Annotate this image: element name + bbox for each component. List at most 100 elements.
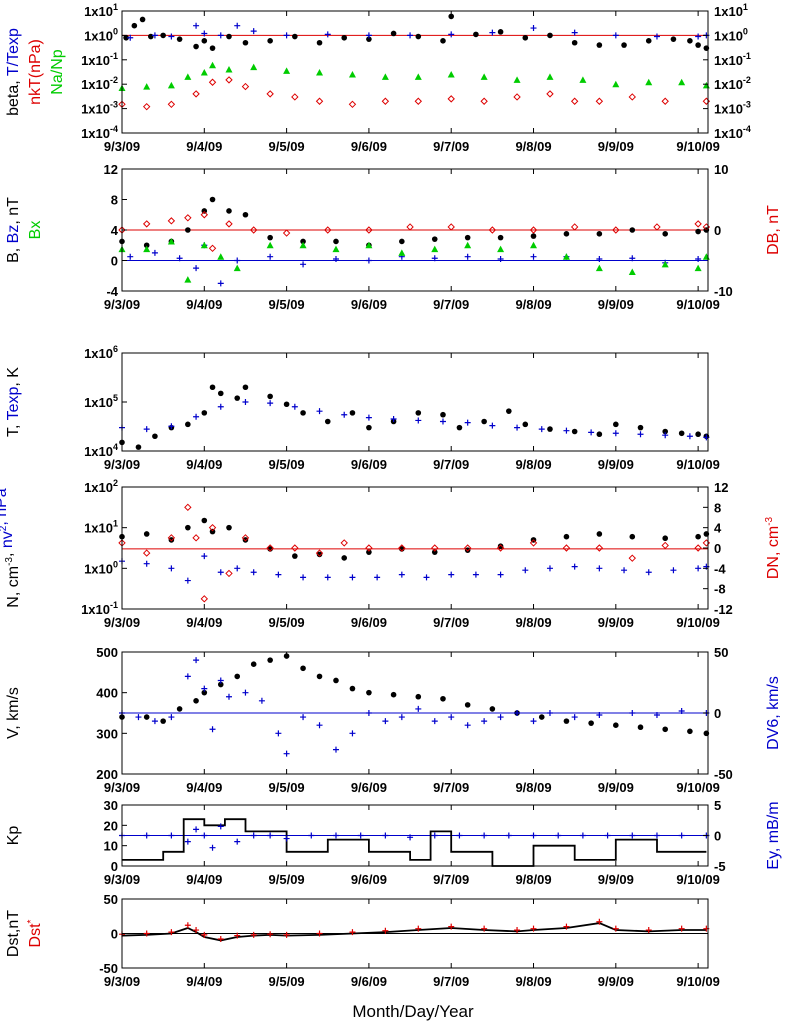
point-b-0-12 bbox=[399, 238, 405, 245]
point-kp-1-10 bbox=[267, 832, 274, 839]
point-dst-1-19 bbox=[563, 923, 570, 930]
point-t-1-22 bbox=[662, 432, 669, 439]
point-b-3-6 bbox=[225, 220, 233, 228]
point-kp-1-26 bbox=[653, 832, 660, 839]
y-tick-right-label-beta-1: 1x100 bbox=[714, 26, 748, 43]
y-tick-label-v-2: 300 bbox=[96, 726, 118, 741]
point-b-2-13 bbox=[464, 241, 472, 249]
point-kp-1-4 bbox=[193, 826, 200, 833]
point-beta-0-14 bbox=[341, 34, 348, 41]
x-tick-label-n-7: 9/10/09 bbox=[676, 615, 719, 630]
point-n-2-18 bbox=[529, 539, 538, 547]
point-t-1-16 bbox=[514, 424, 521, 431]
point-n-0-3 bbox=[185, 524, 191, 531]
point-b-3-10 bbox=[365, 226, 373, 234]
x-tick-label-dst-5: 9/8/09 bbox=[515, 974, 551, 989]
series-beta-3 bbox=[118, 76, 711, 111]
point-t-0-9 bbox=[242, 384, 249, 391]
point-v-1-34 bbox=[678, 707, 685, 714]
point-b-0-9 bbox=[300, 238, 306, 245]
point-n-0-21 bbox=[662, 535, 669, 542]
point-beta-3-13 bbox=[447, 95, 455, 103]
point-beta-2-1 bbox=[143, 83, 151, 90]
point-n-0-15 bbox=[464, 547, 471, 553]
point-beta-1-5 bbox=[217, 32, 224, 39]
point-t-1-20 bbox=[612, 430, 619, 437]
point-t-1-18 bbox=[563, 427, 570, 434]
point-v-1-6 bbox=[201, 685, 208, 692]
point-kp-1-19 bbox=[481, 832, 488, 839]
y-tick-right-label-beta-5: 1x10-4 bbox=[714, 124, 751, 141]
point-beta-0-5 bbox=[176, 36, 183, 42]
point-n-0-13 bbox=[399, 546, 405, 552]
y-tick-label-b-4: -4 bbox=[106, 284, 118, 299]
point-kp-1-16 bbox=[407, 834, 414, 841]
point-v-0-25 bbox=[613, 722, 619, 728]
point-beta-1-1 bbox=[151, 32, 158, 39]
panel-v: 9/3/09 9/4/09 9/5/09 9/6/09 9/7/09 9/8/09 9/9/… bbox=[5, 645, 782, 795]
point-b-0-1 bbox=[143, 242, 150, 249]
point-t-0-21 bbox=[506, 408, 512, 414]
point-b-3-4 bbox=[200, 211, 209, 219]
point-b-3-2 bbox=[167, 217, 176, 225]
point-beta-0-30 bbox=[695, 42, 701, 48]
point-v-0-17 bbox=[415, 693, 422, 700]
point-v-1-16 bbox=[332, 746, 339, 753]
point-b-1-2 bbox=[176, 255, 183, 262]
point-beta-3-18 bbox=[595, 97, 604, 105]
point-n-2-1 bbox=[142, 549, 151, 557]
x-tick-label-b-2: 9/5/09 bbox=[269, 297, 305, 312]
point-beta-1-7 bbox=[250, 28, 257, 35]
point-t-0-29 bbox=[678, 430, 685, 437]
y-tick-right-label-kp-2: -5 bbox=[714, 859, 726, 874]
y-tick-label-b-2: 4 bbox=[111, 223, 119, 238]
point-n-2-11 bbox=[315, 549, 324, 557]
series-t-1 bbox=[119, 399, 710, 441]
point-dst-1-2 bbox=[168, 929, 175, 936]
y-tick-right-label-beta-3: 1x10-2 bbox=[714, 75, 751, 92]
y-tick-right-label-n-2: 4 bbox=[714, 521, 722, 536]
point-beta-1-13 bbox=[489, 29, 496, 36]
point-beta-0-28 bbox=[670, 36, 677, 42]
y-tick-right-label-n-0: 12 bbox=[714, 480, 728, 495]
point-v-1-17 bbox=[349, 730, 356, 737]
point-kp-1-22 bbox=[555, 832, 562, 839]
series-line-dst-0 bbox=[121, 922, 707, 942]
x-tick-label-n-1: 9/4/09 bbox=[186, 615, 222, 630]
y-tick-right-label-n-5: -8 bbox=[714, 582, 726, 597]
point-beta-3-10 bbox=[348, 100, 357, 109]
y-tick-label-v-1: 400 bbox=[96, 686, 118, 701]
point-t-0-10 bbox=[267, 393, 273, 400]
point-t-1-15 bbox=[489, 422, 496, 429]
point-n-1-25 bbox=[695, 565, 702, 572]
point-b-0-14 bbox=[464, 234, 471, 241]
point-v-1-12 bbox=[275, 730, 282, 737]
x-tick-label-dst-7: 9/10/09 bbox=[676, 974, 719, 989]
point-t-0-27 bbox=[637, 424, 644, 431]
point-n-1-15 bbox=[448, 571, 455, 578]
point-kp-1-23 bbox=[579, 832, 586, 839]
point-dst-1-12 bbox=[349, 929, 356, 936]
y-tick-right-label-n-1: 8 bbox=[714, 500, 721, 515]
point-beta-0-24 bbox=[571, 39, 578, 46]
point-b-0-3 bbox=[185, 227, 191, 233]
y-tick-label-n-1: 1x101 bbox=[84, 519, 118, 536]
y-tick-right-label-beta-2: 1x10-1 bbox=[714, 51, 751, 68]
y-tick-label-dst-2: -50 bbox=[99, 961, 118, 976]
point-v-0-22 bbox=[538, 714, 545, 720]
point-beta-2-14 bbox=[480, 73, 488, 80]
x-tick-label-v-0: 9/3/09 bbox=[104, 780, 140, 795]
point-b-2-9 bbox=[332, 245, 340, 253]
y-tick-right-label-kp-1: 0 bbox=[714, 829, 721, 844]
point-beta-0-20 bbox=[473, 31, 479, 38]
x-tick-label-beta-6: 9/9/09 bbox=[598, 139, 634, 154]
point-t-1-19 bbox=[588, 429, 595, 436]
y-axis-label-beta: beta, T/Texp bbox=[5, 28, 22, 116]
x-tick-label-n-0: 9/3/09 bbox=[104, 615, 140, 630]
series-v-1 bbox=[119, 657, 710, 757]
x-tick-label-beta-2: 9/5/09 bbox=[269, 139, 305, 154]
x-tick-label-n-3: 9/6/09 bbox=[351, 615, 387, 630]
point-t-1-9 bbox=[341, 411, 348, 418]
point-beta-3-3 bbox=[192, 90, 200, 98]
point-n-0-18 bbox=[563, 533, 570, 540]
